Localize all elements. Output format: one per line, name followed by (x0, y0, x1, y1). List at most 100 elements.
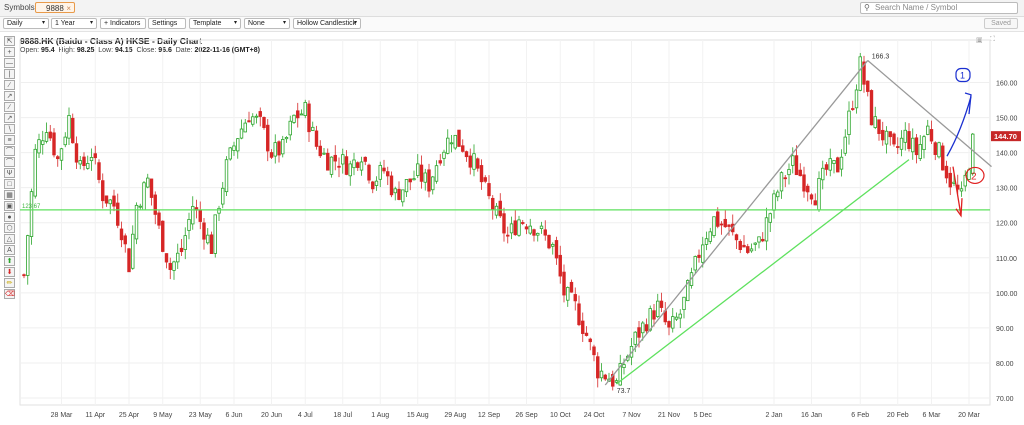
remove-symbol-icon[interactable]: × (66, 4, 71, 13)
y-tick-label: 130.00 (996, 186, 1018, 193)
ray-tool-icon[interactable]: ↗ (4, 91, 15, 101)
x-tick-label: 26 Sep (515, 412, 537, 419)
fullscreen-icon[interactable]: ⛶ (990, 36, 995, 43)
candle-body (307, 103, 311, 133)
eraser-tool-icon[interactable]: ⌫ (4, 289, 15, 299)
pencil-tool-icon[interactable]: ✏ (4, 278, 15, 288)
candle-body (813, 200, 817, 206)
indicators-button[interactable]: + Indicators (100, 18, 146, 29)
candle-body (757, 236, 761, 243)
candle-body (577, 303, 581, 326)
candle-body (59, 148, 64, 161)
candle-body (843, 136, 847, 154)
vertical-line-tool-icon[interactable]: | (4, 69, 15, 79)
cycle-tool-icon[interactable]: ⌒ (4, 157, 15, 167)
candle-body (333, 154, 337, 162)
grid-tool-icon[interactable]: ▦ (4, 190, 15, 200)
polygon-tool-icon[interactable]: ⬡ (4, 223, 15, 233)
candle-body (592, 346, 596, 356)
indicators-label: + Indicators (104, 20, 141, 27)
candle-body (56, 156, 60, 160)
fib-tool-icon[interactable]: ≡ (4, 135, 15, 145)
rectangle-tool-icon[interactable]: □ (4, 179, 15, 189)
y-tick-label: 150.00 (996, 116, 1018, 123)
settings-button[interactable]: Settings (148, 18, 186, 29)
candle-body (926, 125, 930, 135)
range-select[interactable]: 1 Year ▾ (51, 18, 97, 29)
candle-body (858, 56, 862, 91)
candle-body (532, 229, 536, 236)
candle-body (881, 129, 885, 141)
text-tool-icon[interactable]: A (4, 245, 15, 255)
arrow-down-tool-icon[interactable]: ⬇ (4, 267, 15, 277)
annotation-arrowhead-down (955, 198, 963, 218)
symbol-chip[interactable]: 9888 × (35, 2, 75, 13)
candle-body (269, 152, 274, 158)
candle-body (764, 217, 769, 242)
close-value: 96.6 (158, 47, 172, 54)
candle-body (337, 165, 341, 168)
candle-body (573, 294, 577, 302)
x-tick-label: 29 Aug (444, 412, 466, 419)
candle-body (52, 132, 56, 156)
candle-body (554, 240, 559, 259)
candle-body (449, 142, 454, 145)
arc-tool-icon[interactable]: ⌒ (4, 146, 15, 156)
candle-body (584, 332, 589, 336)
candle-body (929, 129, 934, 142)
trend-line-tool-icon[interactable]: ∕ (4, 80, 15, 90)
candle-body (119, 228, 124, 241)
candle-body (273, 142, 277, 157)
y-tick-label: 160.00 (996, 81, 1018, 88)
arrow-up-tool-icon[interactable]: ⬆ (4, 256, 15, 266)
candle-body (191, 206, 195, 225)
candle-body (491, 197, 495, 211)
overlay-select[interactable]: None ▾ (244, 18, 290, 29)
candle-body (423, 172, 427, 183)
candle-body (517, 219, 521, 236)
chart-style-select[interactable]: Hollow Candlestick ▾ (293, 18, 361, 29)
candle-body (359, 161, 364, 171)
interval-select[interactable]: Daily ▾ (3, 18, 49, 29)
saved-button[interactable]: Saved (984, 18, 1018, 29)
candle-body (29, 191, 34, 237)
candle-body (187, 219, 191, 231)
candle-body (566, 287, 570, 301)
select-tool-icon[interactable]: ⇱ (4, 36, 15, 46)
candle-body (138, 205, 142, 208)
horizontal-line-tool-icon[interactable]: — (4, 58, 15, 68)
extended-line-tool-icon[interactable]: ∖ (4, 124, 15, 134)
candle-body (374, 180, 379, 186)
candle-body (644, 324, 649, 332)
y-tick-label: 100.00 (996, 291, 1018, 298)
candle-body (431, 176, 435, 191)
arrow-line-tool-icon[interactable]: ↗ (4, 113, 15, 123)
ellipse-tool-icon[interactable]: ● (4, 212, 15, 222)
triangle-tool-icon[interactable]: △ (4, 234, 15, 244)
pitchfork-tool-icon[interactable]: Ψ (4, 168, 15, 178)
x-tick-label: 9 May (153, 412, 173, 419)
channel-tool-icon[interactable]: ∕ (4, 102, 15, 112)
candle-body (247, 120, 251, 123)
candle-body (303, 102, 307, 117)
candle-body (719, 223, 724, 226)
y-tick-label: 90.00 (996, 326, 1014, 333)
date-label: Date: (175, 47, 193, 54)
candle-body (232, 145, 236, 151)
candle-body (356, 162, 360, 168)
candle-body (134, 204, 139, 240)
annotation-arrowhead-up (964, 92, 972, 115)
gann-tool-icon[interactable]: ▣ (4, 201, 15, 211)
template-select[interactable]: Template ▾ (189, 18, 241, 29)
symbol-text: 9888 (46, 4, 64, 13)
candle-body (738, 240, 742, 250)
annotation-circle-1 (955, 67, 971, 83)
candle-body (746, 246, 750, 253)
candle-body (802, 174, 806, 192)
search-input[interactable]: ⚲ Search Name / Symbol (860, 2, 1018, 14)
crosshair-tool-icon[interactable]: + (4, 47, 15, 57)
candle-body (44, 132, 49, 142)
candle-body (922, 136, 926, 151)
low-label: Low: (98, 47, 114, 54)
